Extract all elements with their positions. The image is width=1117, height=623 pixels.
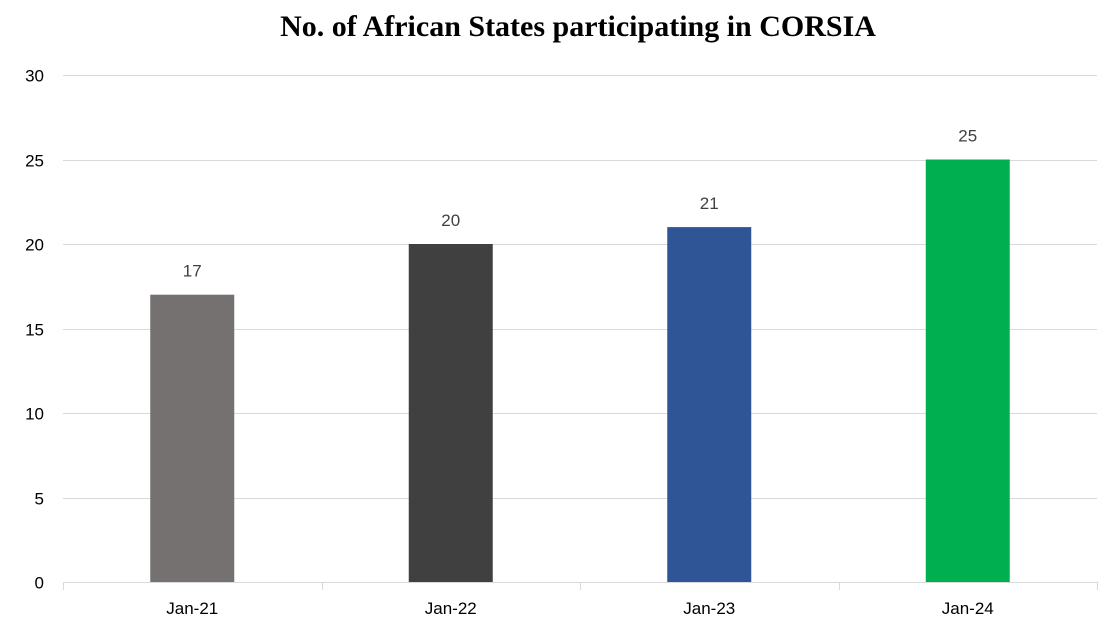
bar bbox=[925, 159, 1010, 582]
y-axis-tick-labels: 0 5 10 15 20 25 30 bbox=[25, 67, 44, 593]
y-tick-label: 15 bbox=[25, 321, 44, 340]
chart-title: No. of African States participating in C… bbox=[280, 10, 876, 43]
bar bbox=[667, 227, 752, 582]
data-label: 20 bbox=[441, 211, 460, 230]
data-label: 21 bbox=[700, 194, 719, 213]
x-axis: Jan-21 Jan-22 Jan-23 Jan-24 bbox=[63, 582, 1098, 618]
data-label: 25 bbox=[958, 127, 977, 146]
x-tick-label: Jan-24 bbox=[942, 599, 994, 618]
data-label: 17 bbox=[183, 262, 202, 281]
x-tick-label: Jan-23 bbox=[683, 599, 735, 618]
data-labels: 17 20 21 25 bbox=[183, 127, 977, 281]
bars bbox=[150, 159, 1010, 582]
y-tick-label: 5 bbox=[35, 490, 44, 509]
x-tick-label: Jan-22 bbox=[425, 599, 477, 618]
y-tick-label: 20 bbox=[25, 236, 44, 255]
x-tick-label: Jan-21 bbox=[166, 599, 218, 618]
y-tick-label: 25 bbox=[25, 152, 44, 171]
bar bbox=[408, 244, 493, 582]
gridlines bbox=[63, 75, 1097, 499]
y-tick-label: 10 bbox=[25, 405, 44, 424]
bar bbox=[150, 294, 235, 582]
y-tick-label: 30 bbox=[25, 67, 44, 86]
y-tick-label: 0 bbox=[35, 574, 44, 593]
